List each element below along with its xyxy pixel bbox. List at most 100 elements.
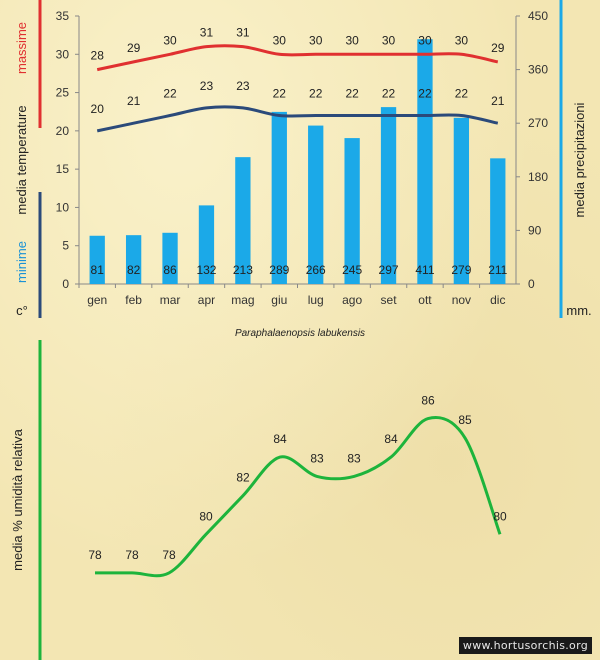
humidity-label: 84: [273, 432, 287, 446]
max-temp-line: [96, 44, 499, 72]
precip-bar-label: 81: [91, 263, 105, 277]
x-tick-label: mar: [160, 293, 181, 307]
min-temp-line-label: 22: [309, 87, 323, 101]
humidity-line: [94, 416, 502, 578]
x-tick-label: ago: [342, 293, 362, 307]
precip-bar-label: 411: [415, 263, 434, 277]
max-temp-line-label: 30: [345, 33, 359, 47]
left-tick-label: 30: [56, 47, 70, 61]
right-tick-label: 270: [528, 116, 548, 130]
legend-minime-label: minime: [14, 241, 29, 283]
min-temp-line-label: 22: [455, 87, 469, 101]
humidity-label: 78: [125, 548, 139, 562]
x-tick-label: gen: [87, 293, 107, 307]
x-tick-label: lug: [308, 293, 324, 307]
max-temp-line-label: 30: [455, 33, 469, 47]
left-tick-label: 25: [56, 86, 70, 100]
precip-bar-label: 245: [342, 263, 362, 277]
humidity-label: 82: [236, 471, 250, 485]
x-tick-label: mag: [231, 293, 254, 307]
min-temp-line-label: 22: [382, 87, 396, 101]
min-temp-line-label: 22: [273, 87, 287, 101]
humidity-chart: 78 78 78 80 82 84 83 83 84 86 85 80 media % umidità …: [10, 340, 507, 660]
precip-bar: [308, 125, 324, 285]
chart-caption: Paraphalaenopsis labukensis: [235, 328, 365, 339]
precip-bar-label: 213: [233, 263, 253, 277]
right-tick-label: 90: [528, 223, 542, 237]
left-unit-label: c°: [16, 303, 28, 318]
precip-bar: [235, 157, 251, 284]
humidity-axis-title: media % umidità relativa: [10, 428, 25, 570]
x-tick-label: nov: [452, 293, 471, 307]
left-tick-label: 10: [56, 200, 70, 214]
max-temp-line-label: 29: [491, 41, 505, 55]
x-tick-label: giu: [271, 293, 287, 307]
watermark: www.hortusorchis.org: [458, 637, 592, 654]
precip-bar-label: 279: [451, 263, 471, 277]
max-temp-line-label: 30: [163, 33, 177, 47]
humidity-label: 83: [310, 451, 324, 465]
precip-bar: [271, 111, 287, 284]
x-tick-label: set: [381, 293, 398, 307]
min-temp-line: [96, 105, 499, 133]
precip-bar-label: 86: [163, 263, 177, 277]
min-temp-line-label: 21: [127, 94, 141, 108]
precip-bar: [417, 39, 433, 284]
precip-bar: [125, 235, 142, 284]
right-tick-label: 0: [528, 277, 535, 291]
x-tick-label: feb: [125, 293, 142, 307]
left-tick-label: 35: [56, 9, 70, 23]
x-tick-label: dic: [490, 293, 505, 307]
left-tick-label: 0: [62, 277, 69, 291]
precip-bar: [162, 232, 178, 284]
left-tick-label: 15: [56, 162, 70, 176]
left-tick-label: 5: [62, 239, 69, 253]
humidity-label: 80: [493, 509, 507, 523]
max-temp-line-label: 28: [91, 49, 105, 63]
precip-bar: [344, 138, 360, 284]
precip-bar-label: 289: [269, 263, 289, 277]
precip-bar-label: 211: [488, 263, 507, 277]
precip-bar: [380, 107, 397, 285]
humidity-label: 86: [421, 394, 435, 408]
right-unit-label: mm.: [566, 303, 591, 318]
min-temp-line-label: 23: [236, 79, 250, 93]
humidity-label: 85: [458, 413, 472, 427]
precip-bar: [490, 158, 506, 284]
x-tick-label: ott: [418, 293, 432, 307]
left-axis-title: media temperature: [14, 105, 29, 214]
max-temp-line-label: 31: [200, 26, 214, 40]
min-temp-line-label: 22: [418, 87, 432, 101]
max-temp-line-label: 30: [273, 33, 287, 47]
precip-bar: [198, 205, 215, 284]
humidity-label: 80: [199, 509, 213, 523]
min-temp-line-label: 20: [91, 102, 105, 116]
humidity-label: 78: [88, 548, 102, 562]
precip-bar-label: 297: [379, 263, 399, 277]
min-temp-line-label: 22: [163, 87, 177, 101]
right-tick-label: 360: [528, 63, 548, 77]
min-temp-line-label: 21: [491, 94, 505, 108]
max-temp-line-label: 31: [236, 26, 250, 40]
legend-massime-label: massime: [14, 22, 29, 74]
precip-bar-label: 82: [127, 263, 141, 277]
precip-bar: [89, 235, 105, 284]
left-tick-label: 20: [56, 124, 70, 138]
right-tick-label: 450: [528, 9, 548, 23]
precip-bar-label: 266: [306, 263, 326, 277]
humidity-label: 83: [347, 451, 361, 465]
min-temp-line-label: 23: [200, 79, 214, 93]
min-temp-line-label: 22: [345, 87, 359, 101]
right-axis-title: media precipitazioni: [572, 102, 587, 217]
max-temp-line-label: 30: [418, 33, 432, 47]
max-temp-line-label: 30: [309, 33, 323, 47]
max-temp-line-label: 30: [382, 33, 396, 47]
max-temp-line-label: 29: [127, 41, 141, 55]
right-tick-label: 180: [528, 170, 548, 184]
precip-bar: [453, 117, 470, 284]
precip-bar-label: 132: [196, 263, 216, 277]
chart1-group: 0 5 10 15 20 25 30 35 0 90 180 270 360 450 gen feb mar ap…: [14, 0, 592, 339]
humidity-label: 78: [162, 548, 176, 562]
